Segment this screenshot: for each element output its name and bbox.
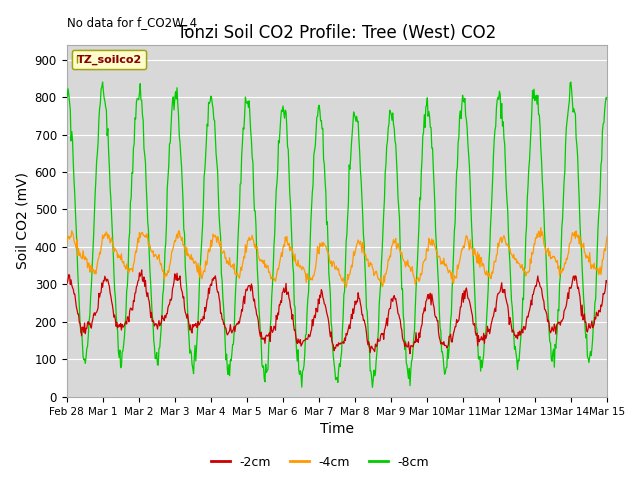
- -8cm: [404, 370, 412, 376]
- -8cm: [184, 306, 191, 312]
- Line: -2cm: -2cm: [67, 270, 607, 354]
- -4cm: [603, 234, 611, 240]
- -8cm: [369, 384, 376, 390]
- -2cm: [420, 310, 428, 315]
- -4cm: [419, 261, 427, 267]
- -8cm: [603, 96, 611, 102]
- -4cm: [183, 245, 191, 251]
- -8cm: [99, 79, 106, 85]
- Legend: TZ_soilco2: TZ_soilco2: [72, 50, 146, 69]
- -2cm: [128, 307, 136, 313]
- -4cm: [211, 232, 219, 238]
- -2cm: [406, 351, 414, 357]
- Title: Tonzi Soil CO2 Profile: Tree (West) CO2: Tonzi Soil CO2 Profile: Tree (West) CO2: [177, 24, 497, 42]
- -2cm: [138, 267, 145, 273]
- -2cm: [63, 278, 70, 284]
- -4cm: [342, 285, 350, 290]
- -8cm: [420, 130, 428, 135]
- -4cm: [403, 263, 411, 268]
- -2cm: [72, 304, 80, 310]
- -2cm: [403, 344, 411, 349]
- X-axis label: Time: Time: [320, 422, 354, 436]
- -2cm: [603, 279, 611, 285]
- Text: No data for f_CO2W_4: No data for f_CO2W_4: [67, 16, 196, 29]
- -8cm: [212, 151, 220, 156]
- -4cm: [63, 240, 70, 246]
- -2cm: [184, 311, 191, 317]
- -4cm: [128, 266, 136, 272]
- -8cm: [63, 88, 70, 94]
- Line: -4cm: -4cm: [67, 228, 607, 288]
- Legend: -2cm, -4cm, -8cm: -2cm, -4cm, -8cm: [206, 451, 434, 474]
- -2cm: [212, 278, 220, 284]
- -8cm: [129, 170, 136, 176]
- Y-axis label: Soil CO2 (mV): Soil CO2 (mV): [15, 172, 29, 269]
- -4cm: [72, 245, 80, 251]
- -4cm: [537, 225, 545, 230]
- Line: -8cm: -8cm: [67, 82, 607, 387]
- -8cm: [72, 228, 80, 233]
